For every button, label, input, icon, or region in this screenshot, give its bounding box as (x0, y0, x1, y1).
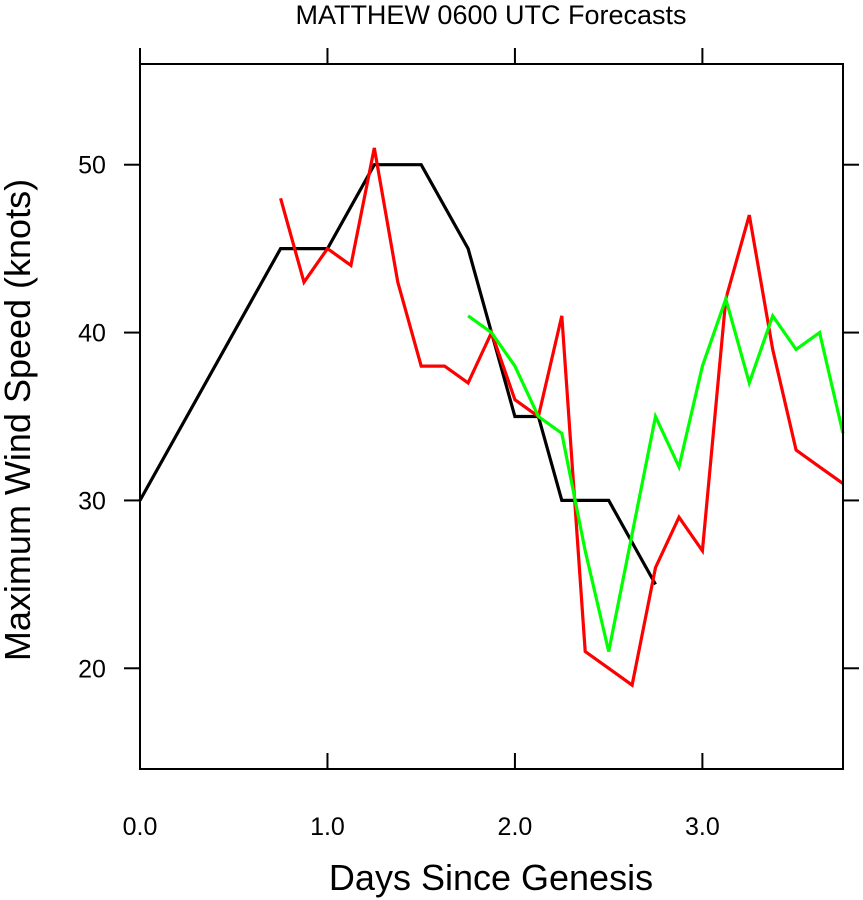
chart-title: MATTHEW 0600 UTC Forecasts (295, 0, 686, 30)
y-tick-label: 40 (78, 320, 106, 348)
series-line-green (467, 293, 845, 652)
series-layer (138, 147, 845, 688)
axis-ticks: 0.0 1.0 2.0 3.0 20 30 40 50 (78, 48, 859, 841)
plot-frame (139, 63, 844, 770)
x-axis-label: Days Since Genesis (329, 857, 653, 898)
y-axis-label: Maximum Wind Speed (knots) (0, 179, 38, 661)
x-tick-label: 2.0 (498, 813, 533, 841)
x-tick-label: 0.0 (123, 813, 158, 841)
y-tick-label: 30 (78, 487, 106, 515)
x-tick-label: 1.0 (310, 813, 345, 841)
x-tick-label: 3.0 (685, 813, 720, 841)
y-tick-label: 50 (78, 152, 106, 180)
y-tick-label: 20 (78, 655, 106, 683)
series-line-black (138, 163, 657, 586)
series-line-red (279, 147, 844, 688)
